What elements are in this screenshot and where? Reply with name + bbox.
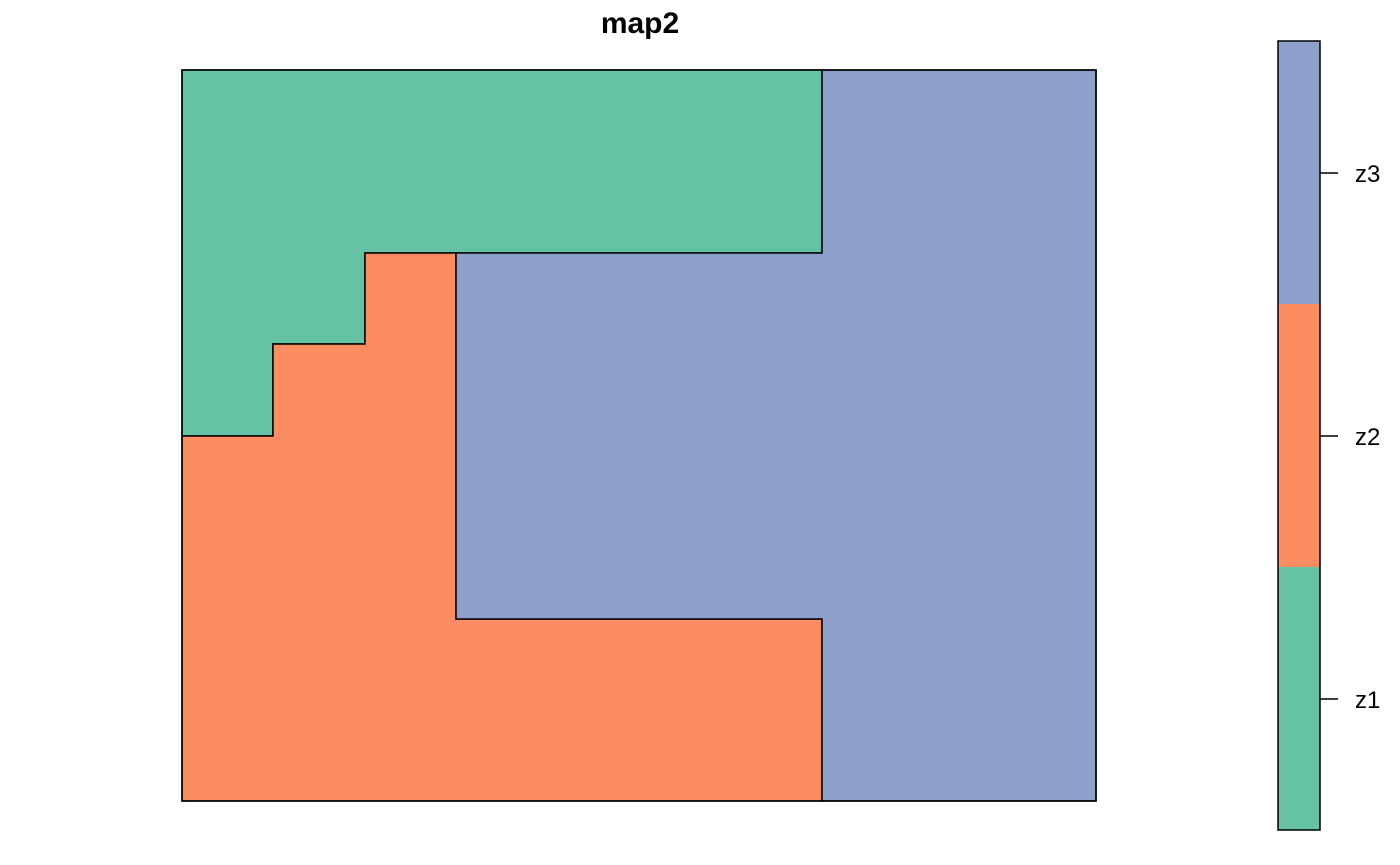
legend-label-z3: z3 bbox=[1355, 161, 1380, 188]
legend-swatch-z1 bbox=[1278, 567, 1320, 830]
legend-swatch-z2 bbox=[1278, 304, 1320, 567]
legend-label-z1: z1 bbox=[1355, 687, 1380, 714]
legend-label-z2: z2 bbox=[1355, 424, 1380, 451]
legend-swatch-z3 bbox=[1278, 41, 1320, 304]
map-title: map2 bbox=[601, 7, 679, 40]
map-panel bbox=[181, 69, 1097, 802]
map-border bbox=[181, 69, 1097, 802]
legend: z3 z2 z1 bbox=[1277, 40, 1380, 831]
